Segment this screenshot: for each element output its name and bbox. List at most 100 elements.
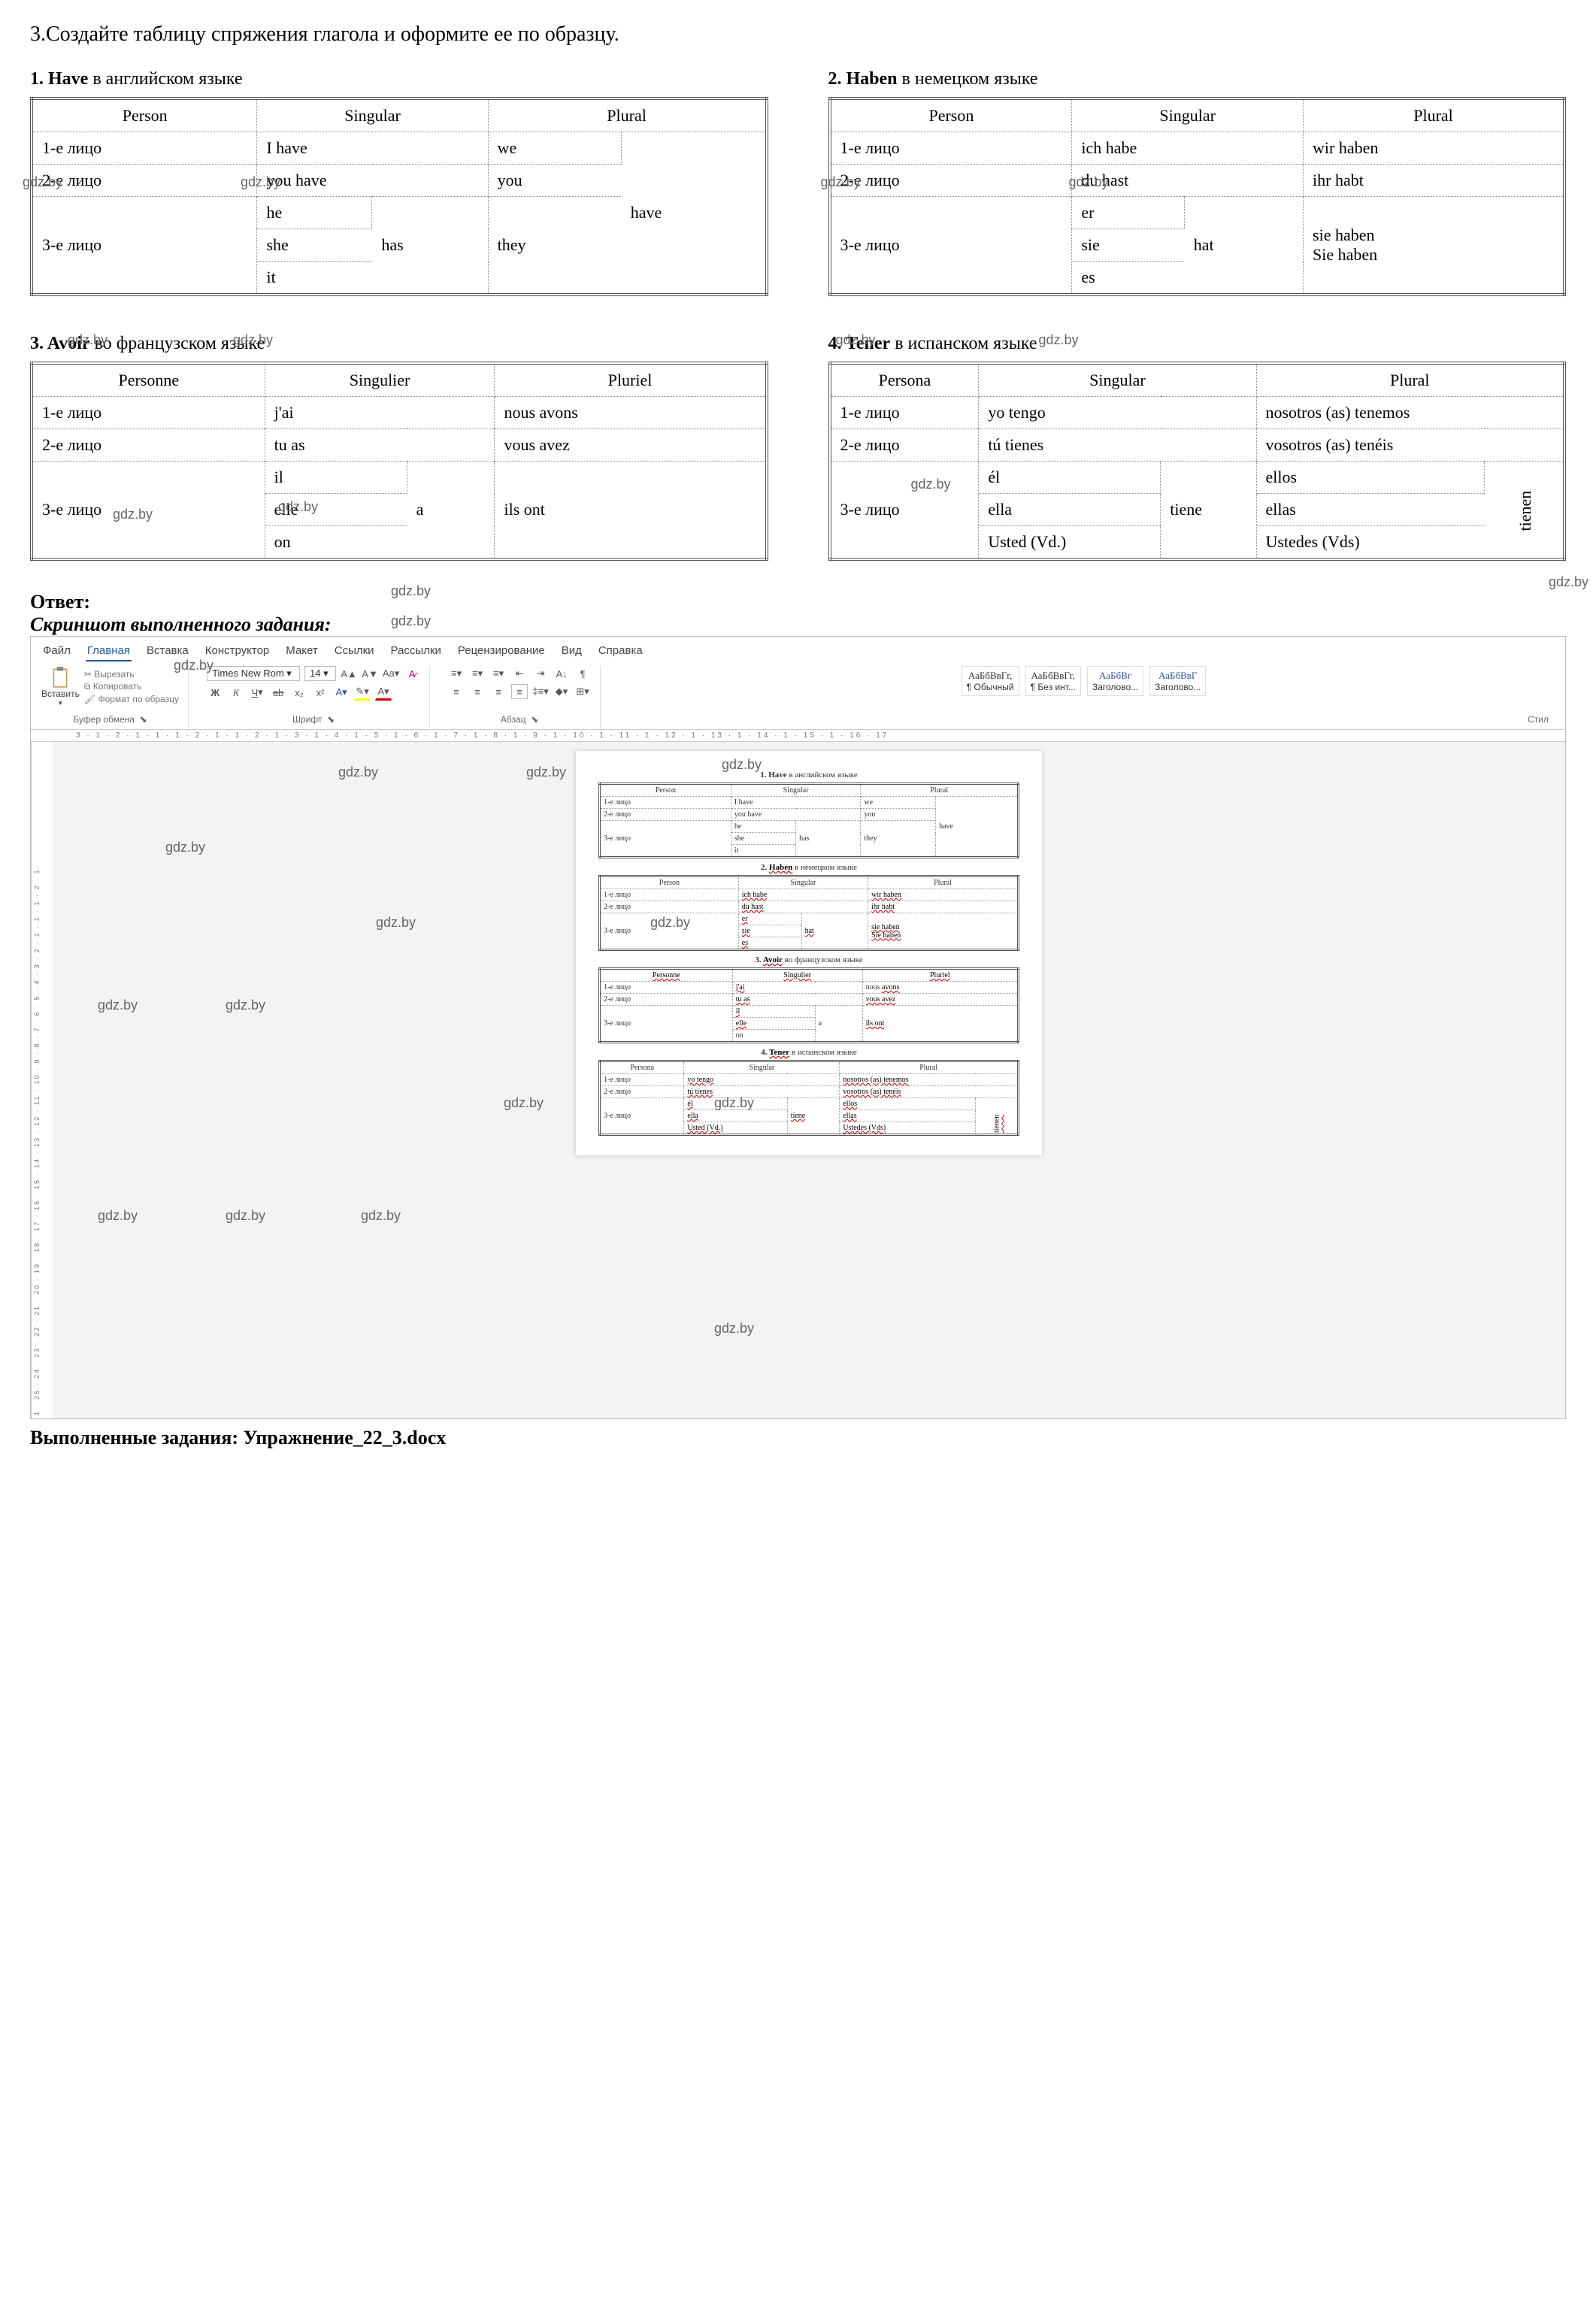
mini-title-2: 2. Haben в немецком языке: [598, 863, 1019, 872]
copy-button[interactable]: ⧉ Копировать: [84, 681, 179, 692]
cell: Usted (Vd.): [979, 526, 1161, 560]
cell: wir haben: [1304, 132, 1564, 165]
align-left-icon[interactable]: ≡: [448, 684, 465, 699]
th: Singular: [1072, 98, 1304, 132]
cell: tienen: [1485, 462, 1564, 560]
tab-help[interactable]: Справка: [597, 641, 644, 661]
tab-review[interactable]: Рецензирование: [456, 641, 547, 661]
vertical-ruler[interactable]: 1 · 25 · 24 · 23 · 22 · 21 · 20 · 19 · 1…: [31, 742, 53, 1418]
cell: él: [979, 462, 1161, 494]
tab-view[interactable]: Вид: [560, 641, 583, 661]
cell: er: [1072, 197, 1184, 229]
cell: 3-е лицо: [830, 462, 979, 560]
horizontal-ruler[interactable]: 3 · 1 · 2 · 1 · 1 · 1 · 2 · 1 · 1 · 2 · …: [31, 730, 1565, 742]
cell: ella: [979, 494, 1161, 526]
watermark: gdz.by: [376, 915, 416, 931]
styles-label: Стил: [1528, 714, 1549, 725]
th: Persona: [830, 363, 979, 397]
cell: 1-е лицо: [830, 397, 979, 429]
style-heading2[interactable]: АаБбВвГЗаголово...: [1149, 666, 1206, 696]
cell: on: [265, 526, 407, 560]
format-painter-button[interactable]: 🖌 Формат по образцу: [84, 694, 179, 704]
cell: you have: [257, 165, 488, 197]
style-heading1[interactable]: АаБбВгЗаголово...: [1087, 666, 1143, 696]
cell: have: [621, 132, 766, 295]
screenshot-label: Скриншот выполненного задания:: [30, 613, 332, 635]
highlight-icon[interactable]: ✎▾: [354, 684, 371, 701]
subscript-icon[interactable]: x₂: [291, 685, 307, 700]
line-spacing-icon[interactable]: ‡≡▾: [532, 684, 549, 699]
cut-button[interactable]: ✂ Вырезать: [84, 669, 179, 680]
shrink-font-icon[interactable]: A▼: [362, 666, 378, 681]
outdent-icon[interactable]: ⇤: [511, 666, 528, 681]
font-color-icon[interactable]: A▾: [375, 684, 392, 701]
mini-title-1: 1. Have в английском языке: [598, 770, 1019, 780]
style-no-spacing[interactable]: АаБбВвГг,¶ Без инт...: [1025, 666, 1081, 696]
cell: ellas: [1256, 494, 1485, 526]
font-size-select[interactable]: 14 ▾: [304, 666, 336, 681]
sort-icon[interactable]: A↓: [553, 666, 570, 681]
align-right-icon[interactable]: ≡: [490, 684, 507, 699]
th-person: Person: [32, 98, 257, 132]
answer-label: Ответ:: [30, 591, 90, 613]
group-paragraph: ≡▾ ≡▾ ≡▾ ⇤ ⇥ A↓ ¶ ≡ ≡ ≡ ≡ ‡≡▾ ◆▾: [445, 666, 601, 728]
watermark: gdz.by: [98, 1208, 138, 1224]
cell: 3-е лицо: [32, 462, 265, 560]
style-normal[interactable]: АаБбВвГг,¶ Обычный: [962, 666, 1019, 696]
clear-format-icon[interactable]: A̷: [404, 666, 420, 681]
word-window: Файл Главная Вставка Конструктор Макет С…: [30, 636, 1566, 1419]
shading-icon[interactable]: ◆▾: [553, 684, 570, 699]
document-area: 1 · 25 · 24 · 23 · 22 · 21 · 20 · 19 · 1…: [31, 742, 1565, 1418]
mini-title-3: 3. Avoir во французском языке: [598, 955, 1019, 964]
tab-insert[interactable]: Вставка: [145, 641, 190, 661]
borders-icon[interactable]: ⊞▾: [574, 684, 591, 699]
text-effects-icon[interactable]: A▾: [333, 685, 350, 700]
cell: es: [1072, 262, 1184, 295]
pilcrow-icon[interactable]: ¶: [574, 666, 591, 681]
italic-icon[interactable]: К: [228, 685, 244, 700]
cell: ich habe: [1072, 132, 1304, 165]
cell: vous avez: [495, 429, 767, 462]
cell: tiene: [1161, 462, 1256, 560]
multilevel-icon[interactable]: ≡▾: [490, 666, 507, 681]
numbering-icon[interactable]: ≡▾: [469, 666, 486, 681]
cell: ils ont: [495, 462, 767, 560]
align-center-icon[interactable]: ≡: [469, 684, 486, 699]
tab-design[interactable]: Конструктор: [204, 641, 271, 661]
clipboard-label: Буфер обмена ⬊: [73, 714, 147, 725]
cell: she: [257, 229, 372, 262]
cell: it: [257, 262, 372, 295]
watermark: gdz.by: [165, 840, 205, 855]
font-name-select[interactable]: Times New Rom ▾: [207, 666, 300, 681]
tab-references[interactable]: Ссылки: [333, 641, 376, 661]
change-case-icon[interactable]: Aa▾: [383, 666, 399, 681]
group-clipboard: Вставить ▾ ✂ Вырезать ⧉ Копировать 🖌 Фор…: [38, 666, 189, 728]
cell: nosotros (as) tenemos: [1256, 397, 1564, 429]
table-haben-title: 2. Haben в немецком языке: [828, 69, 1567, 89]
th: Singulier: [265, 363, 495, 397]
tab-file[interactable]: Файл: [41, 641, 72, 661]
cell: il: [265, 462, 407, 494]
cell: tú tienes: [979, 429, 1256, 462]
tab-home[interactable]: Главная: [86, 641, 132, 661]
table-have-grid: Person Singular Plural 1-е лицо I have w…: [30, 97, 768, 296]
table-tener-title: 4. Tener в испанском языке: [828, 334, 1567, 354]
bullets-icon[interactable]: ≡▾: [448, 666, 465, 681]
tab-layout[interactable]: Макет: [284, 641, 319, 661]
cell: sie haben Sie haben: [1304, 197, 1564, 295]
strike-icon[interactable]: ab: [270, 685, 286, 700]
conjugation-tables-grid: 1. Have в английском языке Person Singul…: [30, 62, 1566, 561]
cell: hat: [1184, 197, 1303, 295]
watermark: gdz.by: [391, 583, 431, 613]
underline-icon[interactable]: Ч▾: [249, 685, 265, 700]
superscript-icon[interactable]: x²: [312, 685, 329, 700]
tab-mailings[interactable]: Рассылки: [389, 641, 443, 661]
paste-button[interactable]: Вставить ▾: [41, 666, 80, 707]
document-page[interactable]: 1. Have в английском языке PersonSingula…: [576, 751, 1042, 1155]
bold-icon[interactable]: Ж: [207, 685, 223, 700]
th: Personne: [32, 363, 265, 397]
watermark: gdz.by: [391, 613, 431, 629]
justify-icon[interactable]: ≡: [511, 684, 528, 699]
grow-font-icon[interactable]: A▲: [341, 666, 357, 681]
indent-icon[interactable]: ⇥: [532, 666, 549, 681]
